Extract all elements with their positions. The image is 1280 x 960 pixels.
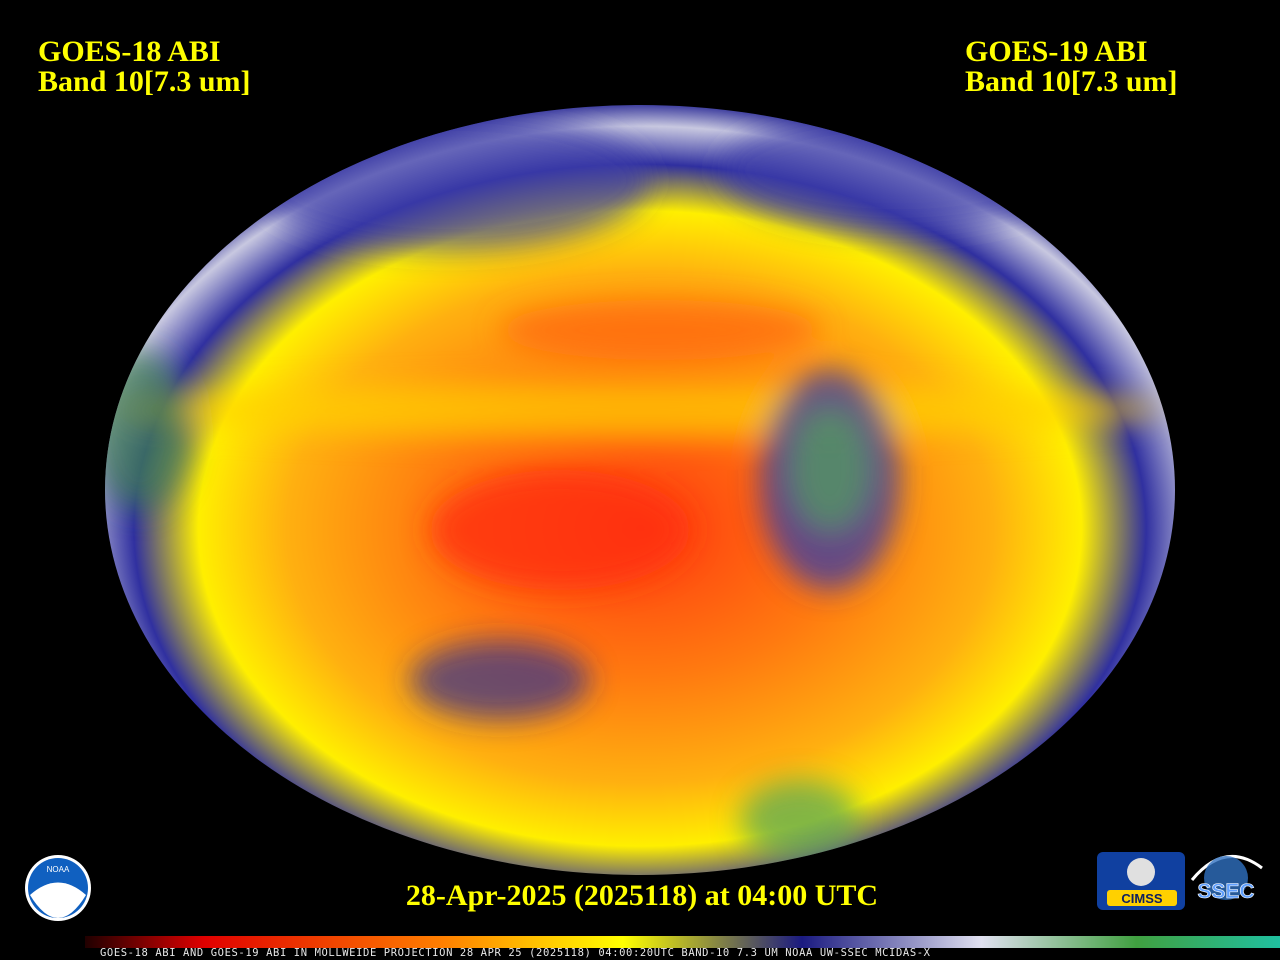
right-satellite: GOES-19 ABI: [965, 35, 1148, 68]
cimss-label: CIMSS: [1121, 891, 1163, 906]
timestamp: 28-Apr-2025 (2025118) at 04:00 UTC: [406, 879, 878, 912]
right-band: Band 10[7.3 um]: [965, 65, 1178, 98]
left-satellite: GOES-18 ABI: [38, 35, 221, 68]
noaa-label: NOAA: [47, 865, 70, 874]
cloud-features: [105, 110, 1160, 860]
ssec-label: SSEC: [1197, 880, 1254, 903]
ssec-logo: SSEC: [1190, 854, 1263, 903]
colorbar-caption: GOES-18 ABI AND GOES-19 ABI IN MOLLWEIDE…: [100, 947, 931, 959]
left-band: Band 10[7.3 um]: [38, 65, 251, 98]
cimss-logo: CIMSS: [1097, 852, 1185, 910]
noaa-logo: NOAA: [25, 855, 91, 921]
colorbar: [85, 936, 1280, 948]
